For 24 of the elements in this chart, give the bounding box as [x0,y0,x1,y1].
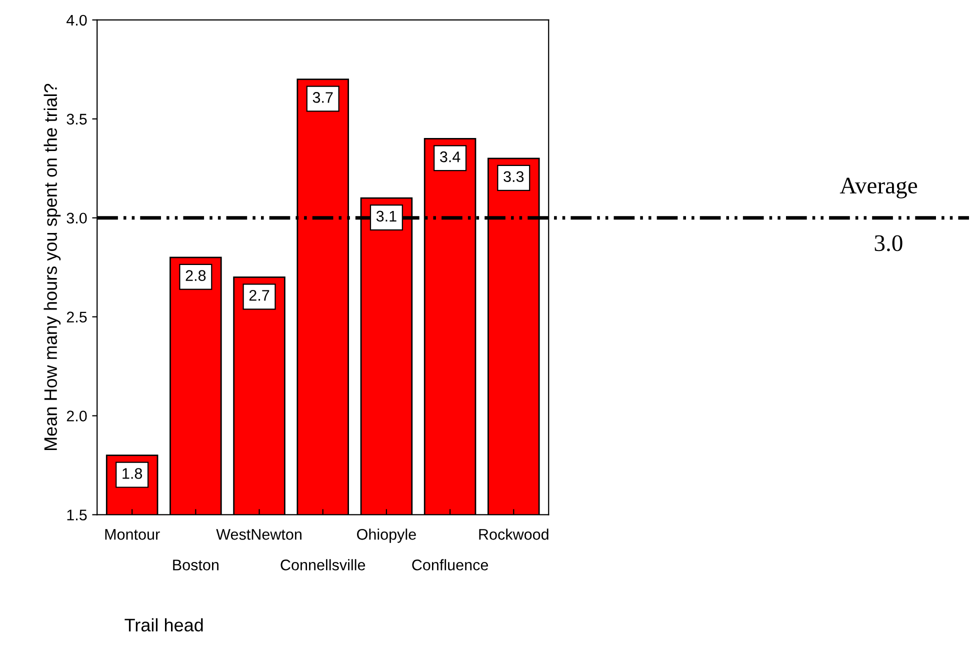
y-tick-label: 4.0 [66,14,87,26]
data-label: 3.4 [440,151,460,162]
y-tick-label: 3.5 [66,114,87,125]
x-tick-label: Montour [105,529,160,540]
y-tick-label: 3.0 [66,212,87,224]
x-tick-label: Ohiopyle [357,528,416,543]
data-label: 2.8 [186,270,206,281]
annotation: 3.0 [874,235,902,252]
data-label: 1.8 [122,468,142,479]
x-tick-label: Confluence [412,559,488,570]
x-tick-label: WestNewton [216,529,302,540]
data-label: 3.1 [376,210,396,222]
data-label: 3.3 [504,171,524,182]
data-label: 3.7 [312,92,333,103]
y-tick-label: 2.0 [66,410,87,422]
y-axis-title: Mean How many hours you spent on the trial? [44,84,61,450]
x-tick-label: Boston [173,560,218,570]
y-tick-label: 1.5 [67,510,87,520]
data-label: 2.7 [249,290,270,301]
x-tick-label: Rockwood [479,528,548,540]
y-tick-label: 2.5 [66,312,87,322]
ref-line-label: Average [840,178,918,198]
x-tick-label: Connellsville [280,559,366,570]
x-axis-title: Trail head [124,618,203,632]
